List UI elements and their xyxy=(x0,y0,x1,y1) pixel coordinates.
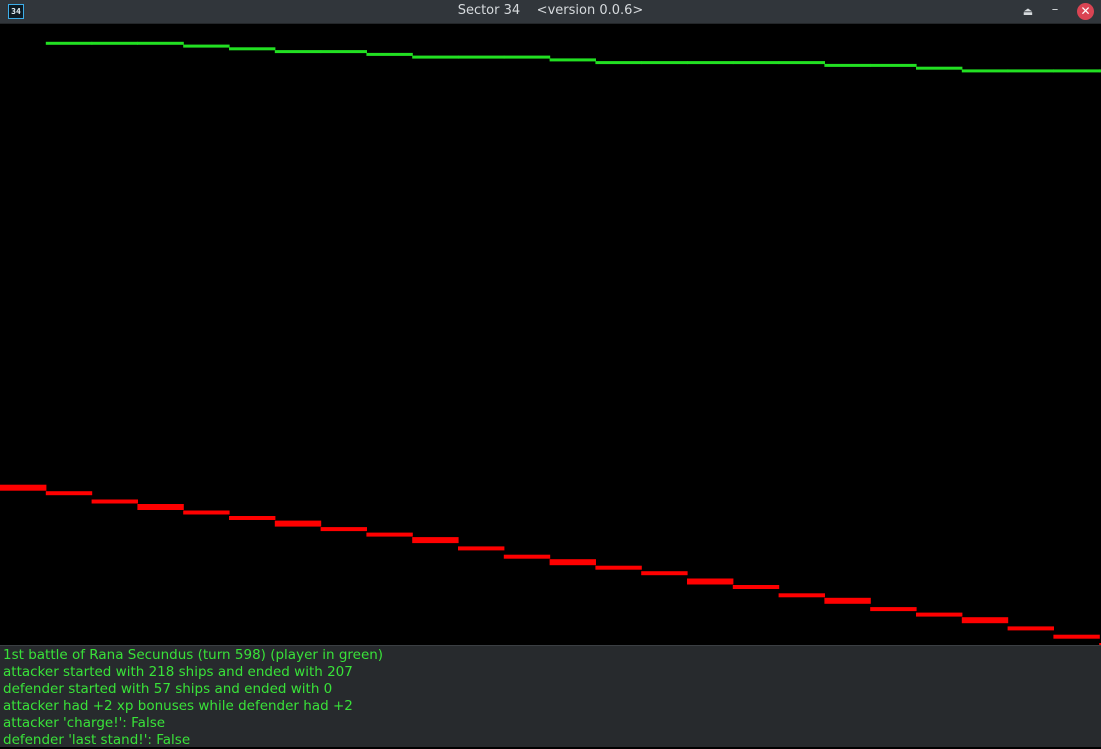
attacker-strength-step xyxy=(549,58,596,62)
defender-strength-step xyxy=(687,578,734,585)
attacker-strength-step xyxy=(458,55,505,59)
defender-strength-step xyxy=(229,516,276,520)
keep-above-button[interactable]: ⏏ xyxy=(1018,2,1038,22)
minimize-button[interactable]: – xyxy=(1045,2,1065,22)
close-button[interactable]: ✕ xyxy=(1077,3,1094,20)
attacker-strength-step xyxy=(687,61,734,65)
defender-strength-step xyxy=(91,499,138,504)
defender-strength-step xyxy=(916,612,963,617)
log-line: defender started with 57 ships and ended… xyxy=(3,681,333,697)
defender-strength-step xyxy=(0,484,47,491)
defender-strength-step xyxy=(732,585,780,589)
log-line: 1st battle of Rana Secundus (turn 598) (… xyxy=(3,647,384,663)
defender-strength-step xyxy=(870,607,917,612)
attacker-strength-step xyxy=(1099,69,1101,73)
attacker-strength-step xyxy=(732,61,780,65)
defender-strength-step xyxy=(412,537,459,544)
close-icon: ✕ xyxy=(1080,4,1091,18)
keep-above-icon: ⏏ xyxy=(1022,5,1034,18)
attacker-strength-step xyxy=(366,52,413,56)
attacker-strength-step xyxy=(824,63,871,67)
defender-strength-step xyxy=(366,532,413,537)
attacker-strength-step xyxy=(503,55,551,59)
attacker-strength-step xyxy=(320,50,367,54)
attacker-strength-step xyxy=(961,69,1009,73)
defender-strength-step xyxy=(1099,643,1101,645)
defender-strength-step xyxy=(503,554,551,559)
defender-strength-step xyxy=(137,504,184,510)
attacker-strength-step xyxy=(641,61,688,65)
defender-strength-step xyxy=(458,546,505,551)
defender-strength-step xyxy=(320,527,367,532)
defender-strength-step xyxy=(824,597,871,604)
minimize-icon: – xyxy=(1051,2,1059,17)
window-titlebar[interactable]: 34 Sector 34 <version 0.0.6> ⏏ – ✕ xyxy=(0,0,1101,24)
battle-chart-svg xyxy=(0,41,1101,645)
defender-strength-step xyxy=(1007,626,1054,631)
attacker-strength-step xyxy=(91,41,138,45)
log-line: attacker had +2 xp bonuses while defende… xyxy=(3,698,353,714)
defender-strength-step xyxy=(274,520,322,527)
defender-strength-step xyxy=(961,617,1009,624)
attacker-strength-step xyxy=(1007,69,1054,73)
attacker-strength-step xyxy=(595,61,642,65)
defender-strength-step xyxy=(45,491,93,496)
window-title: Sector 34 <version 0.0.6> xyxy=(457,3,644,18)
defender-strength-step xyxy=(595,565,642,570)
battle-log: 1st battle of Rana Secundus (turn 598) (… xyxy=(0,645,1101,748)
attacker-strength-step xyxy=(778,61,825,65)
attacker-strength-step xyxy=(870,63,917,67)
log-line: attacker started with 218 ships and ende… xyxy=(3,664,353,680)
attacker-strength-step xyxy=(137,41,184,45)
defender-strength-step xyxy=(549,559,596,566)
attacker-strength-step xyxy=(274,50,322,54)
defender-strength-step xyxy=(778,593,825,598)
attacker-strength-step xyxy=(229,47,276,51)
battle-chart xyxy=(0,24,1101,645)
defender-series xyxy=(0,484,1101,645)
attacker-strength-step xyxy=(916,66,963,70)
defender-strength-step xyxy=(1053,634,1100,639)
attacker-strength-step xyxy=(1053,69,1100,73)
defender-strength-step xyxy=(641,571,688,576)
log-line: defender 'last stand!': False xyxy=(3,732,191,748)
attacker-series xyxy=(45,41,1101,73)
attacker-strength-step xyxy=(412,55,459,59)
log-line: attacker 'charge!': False xyxy=(3,715,166,731)
attacker-strength-step xyxy=(183,44,230,48)
defender-strength-step xyxy=(183,510,230,515)
app-icon: 34 xyxy=(8,4,24,19)
attacker-strength-step xyxy=(45,41,93,45)
